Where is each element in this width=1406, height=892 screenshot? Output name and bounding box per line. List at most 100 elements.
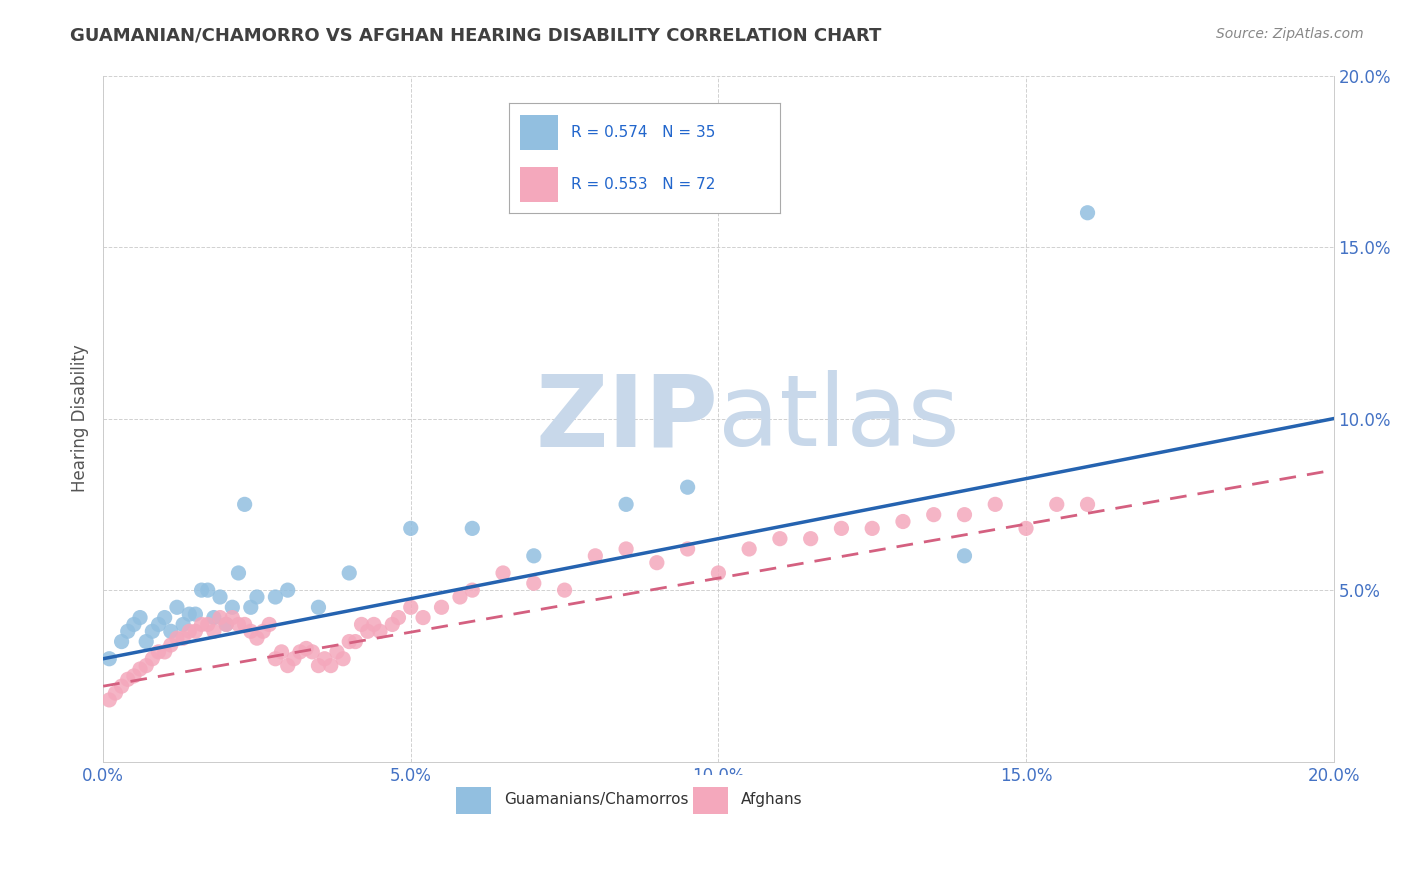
Point [288, 645, 311, 659]
Point [614, 541, 637, 556]
Point [381, 617, 404, 632]
Point [135, 634, 157, 648]
Point [141, 624, 163, 639]
Point [197, 583, 219, 598]
Point [738, 541, 761, 556]
Point [1076, 206, 1098, 220]
Point [283, 652, 305, 666]
Point [399, 600, 422, 615]
Point [252, 624, 274, 639]
Point [554, 583, 576, 598]
Point [264, 652, 287, 666]
Point [184, 607, 207, 622]
Point [368, 624, 391, 639]
Point [953, 508, 976, 522]
Point [117, 673, 139, 687]
Point [233, 617, 256, 632]
Point [337, 634, 360, 648]
Point [233, 497, 256, 511]
Point [166, 631, 188, 645]
Point [350, 617, 373, 632]
Point [202, 610, 225, 624]
Point [953, 549, 976, 563]
Point [257, 617, 280, 632]
Point [98, 693, 121, 707]
Point [308, 600, 330, 615]
Point [184, 624, 207, 639]
Text: ZIP: ZIP [536, 370, 718, 467]
Point [769, 532, 792, 546]
Point [148, 645, 170, 659]
Point [277, 658, 299, 673]
Point [172, 631, 194, 645]
Point [190, 583, 212, 598]
Point [153, 645, 176, 659]
Point [117, 624, 139, 639]
Point [319, 658, 342, 673]
Point [159, 624, 181, 639]
Point [449, 590, 471, 604]
Point [583, 549, 606, 563]
Point [122, 669, 145, 683]
Point [277, 583, 299, 598]
Point [110, 634, 132, 648]
Point [179, 624, 201, 639]
Point [172, 617, 194, 632]
Point [387, 610, 409, 624]
Point [270, 645, 292, 659]
Point [215, 617, 238, 632]
Point [922, 508, 945, 522]
Point [208, 590, 231, 604]
Point [326, 645, 349, 659]
Point [264, 590, 287, 604]
Point [308, 658, 330, 673]
Point [461, 583, 484, 598]
Point [228, 617, 250, 632]
Point [523, 576, 546, 591]
Point [707, 566, 730, 580]
Point [295, 641, 318, 656]
Point [215, 617, 238, 632]
Point [221, 610, 243, 624]
Point [984, 497, 1007, 511]
Point [363, 617, 385, 632]
Point [357, 624, 380, 639]
Point [98, 652, 121, 666]
Point [891, 515, 914, 529]
Point [202, 624, 225, 639]
Point [399, 521, 422, 535]
Point [122, 617, 145, 632]
Point [800, 532, 823, 546]
Point [246, 590, 269, 604]
Text: Source: ZipAtlas.com: Source: ZipAtlas.com [1216, 27, 1364, 41]
Point [430, 600, 453, 615]
Point [179, 607, 201, 622]
Point [523, 549, 546, 563]
Point [159, 638, 181, 652]
Point [239, 624, 262, 639]
Point [166, 600, 188, 615]
Text: atlas: atlas [718, 370, 960, 467]
Point [1076, 497, 1098, 511]
Y-axis label: Hearing Disability: Hearing Disability [72, 344, 89, 492]
Point [239, 600, 262, 615]
Point [135, 658, 157, 673]
Point [614, 497, 637, 511]
Point [104, 686, 127, 700]
Point [314, 652, 336, 666]
Point [412, 610, 434, 624]
Point [153, 610, 176, 624]
Point [110, 679, 132, 693]
Point [148, 617, 170, 632]
Point [228, 566, 250, 580]
Point [676, 541, 699, 556]
Point [1015, 521, 1038, 535]
Point [337, 566, 360, 580]
Point [208, 610, 231, 624]
Point [1046, 497, 1069, 511]
Point [344, 634, 367, 648]
Point [492, 566, 515, 580]
Point [830, 521, 852, 535]
Point [645, 556, 668, 570]
Point [190, 617, 212, 632]
